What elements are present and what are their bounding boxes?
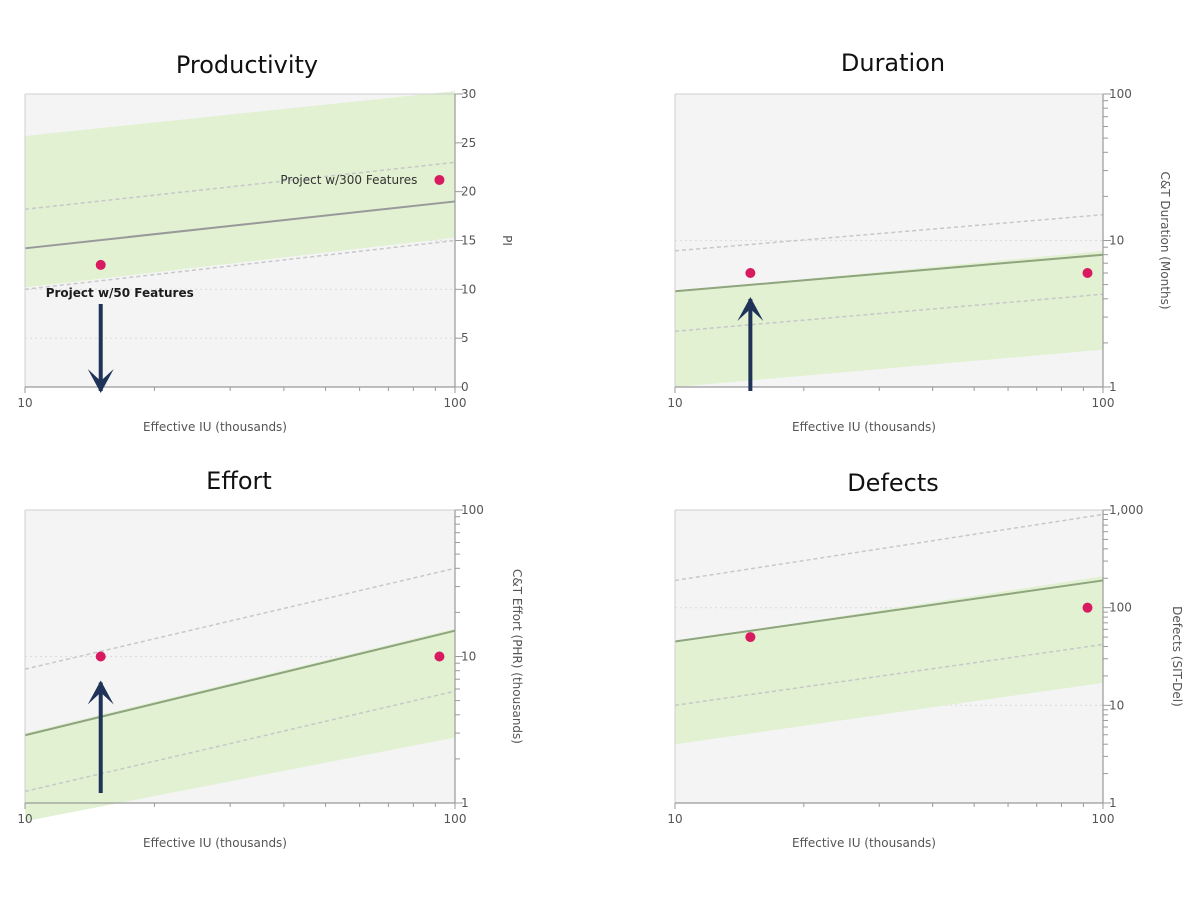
data-point — [434, 651, 445, 662]
confidence-band — [675, 576, 1103, 745]
data-point — [434, 174, 445, 185]
data-point — [1082, 268, 1093, 279]
upper-dashed-line — [674, 213, 1104, 252]
y-tick-label: 100 — [1109, 601, 1132, 615]
x-tick-label: 10 — [667, 812, 682, 826]
y-tick-label: 1 — [1109, 380, 1117, 394]
chart-title: Productivity — [176, 51, 318, 79]
y-axis-label: PI — [500, 235, 514, 246]
annotation-label: Project w/50 Features — [46, 286, 194, 300]
lower-dashed-line — [674, 293, 1104, 333]
x-axis-label: Effective IU (thousands) — [792, 420, 936, 434]
x-tick-label: 10 — [17, 812, 32, 826]
defects-chart: Defects 1 10 100 1,000 10 100 Effective IU (tho… — [667, 469, 1184, 850]
data-point — [95, 259, 106, 270]
y-axis-label: C&T Duration (Months) — [1158, 171, 1172, 309]
data-point — [95, 651, 106, 662]
y-tick-label: 10 — [461, 650, 476, 664]
x-tick-label: 10 — [667, 396, 682, 410]
trend-line — [674, 253, 1104, 293]
data-point — [745, 632, 756, 643]
y-tick-label: 10 — [1109, 234, 1124, 248]
effort-data-layer — [24, 567, 456, 822]
lower-dashed-line — [674, 643, 1104, 707]
chart-title: Effort — [206, 467, 272, 495]
y-tick-label: 10 — [1109, 698, 1124, 712]
y-tick-label: 20 — [461, 185, 476, 199]
x-tick-label: 100 — [444, 812, 467, 826]
duration-chart: Duration 1 10 100 10 100 Effective IU (thousan… — [667, 49, 1172, 434]
x-tick-label: 100 — [444, 396, 467, 410]
chart-title: Duration — [841, 49, 945, 77]
y-tick-label: 0 — [461, 380, 469, 394]
y-axis-label: C&T Effort (PHR) (thousands) — [510, 569, 524, 744]
confidence-band — [25, 91, 455, 288]
annotation-label: Project w/300 Features — [280, 173, 417, 187]
upper-dashed-line — [24, 161, 456, 210]
y-tick-label: 1,000 — [1109, 503, 1143, 517]
x-axis-label: Effective IU (thousands) — [143, 420, 287, 434]
y-tick-label: 1 — [1109, 796, 1117, 810]
upper-dashed-line — [24, 567, 456, 670]
y-tick-label: 10 — [461, 282, 476, 296]
effort-chart: Effort 1 10 100 10 100 Effective IU (thousands… — [17, 467, 524, 850]
y-tick-label: 100 — [461, 503, 484, 517]
arrow-head — [737, 297, 764, 322]
confidence-band — [25, 628, 455, 822]
x-tick-label: 100 — [1092, 812, 1115, 826]
duration-data-layer — [674, 213, 1104, 387]
y-tick-label: 5 — [461, 331, 469, 345]
x-tick-label: 100 — [1092, 396, 1115, 410]
x-tick-label: 10 — [17, 396, 32, 410]
y-axis-label: Defects (SIT-Del) — [1170, 606, 1184, 707]
x-axis-label: Effective IU (thousands) — [792, 836, 936, 850]
lower-dashed-line — [24, 239, 456, 291]
arrow-head — [87, 680, 114, 705]
data-point — [1082, 602, 1093, 613]
y-tick-label: 1 — [461, 796, 469, 810]
x-axis-label: Effective IU (thousands) — [143, 836, 287, 850]
confidence-band — [675, 250, 1103, 387]
y-tick-label: 100 — [1109, 87, 1132, 101]
data-point — [745, 268, 756, 279]
trend-line — [24, 629, 456, 737]
y-tick-label: 25 — [461, 136, 476, 150]
y-tick-label: 30 — [461, 87, 476, 101]
y-tick-label: 15 — [461, 234, 476, 248]
trend-line — [674, 579, 1104, 643]
productivity-chart: Productivity 0 5 10 15 20 25 30 10 100 Effective I… — [17, 51, 514, 434]
lower-dashed-line — [24, 690, 456, 793]
productivity-data-layer — [24, 91, 456, 291]
defects-data-layer — [674, 513, 1104, 745]
upper-dashed-line — [674, 513, 1104, 582]
trend-line — [24, 200, 456, 250]
chart-title: Defects — [847, 469, 939, 497]
arrow-head — [87, 369, 114, 393]
